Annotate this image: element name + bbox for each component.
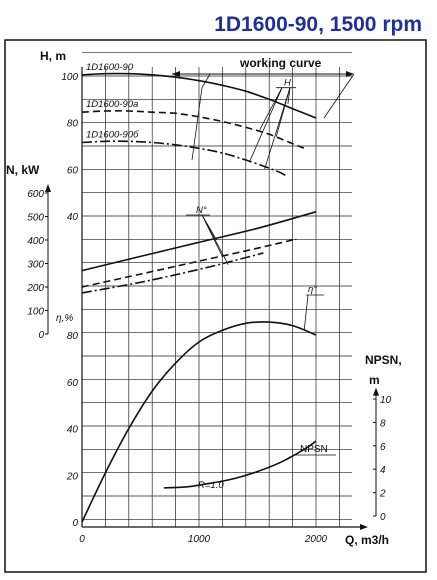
efficiency-tick-label: 80 [67,331,79,342]
series-label-2: 1D1600-90б [86,130,139,141]
head-tick-label: 80 [67,119,79,130]
head-group-label: H [284,78,291,89]
npsh-curve-label: NPSN [300,444,328,455]
working-curve-arrow-left [172,71,180,77]
working-curve-right-boundary [323,73,355,119]
head-leader-line-b-2 [264,87,291,170]
npsh-tick-label: 6 [380,442,386,453]
x-axis-label: Q, m3/h [345,533,389,547]
efficiency-axis-label: η,% [56,313,73,324]
efficiency-curve-label: η° [308,284,317,295]
npsh-axis-label-line2: m [369,373,380,387]
working-curve-label: working curve [239,56,322,70]
efficiency-tick-label: 20 [66,471,79,482]
power-axis-label: N, kW [6,163,40,177]
x-tick-label: 1000 [188,534,211,545]
power-tick-label: 600 [27,189,44,200]
npsh-tick-label: 10 [380,395,392,406]
impeller-label: R=1.0 [198,480,224,491]
power-leader-line-2 [201,214,229,265]
npsh-leader-line [286,454,295,460]
power-tick-label: 0 [38,330,44,341]
efficiency-tick-label: 0 [72,518,78,529]
chart-title: 1D1600-90, 1500 rpm [214,13,422,36]
working-curve-left-boundary [201,73,211,88]
chart-frame [4,39,427,573]
head-tick-label: 60 [67,165,79,176]
power-tick-label: 200 [26,283,44,294]
npsh-tick-label: 4 [380,465,386,476]
head-axis-label: H, m [40,49,66,63]
head-leader-line-2 [248,87,283,163]
power-tick-label: 100 [27,307,44,318]
efficiency-tick-label: 40 [67,425,79,436]
power-axis-arrow [45,183,51,192]
x-tick-label: 0 [79,534,85,545]
x-axis-arrow [360,524,368,530]
efficiency-tick-label: 60 [67,378,79,389]
grid [81,52,352,527]
annotations: 1D1600-90 1D1600-90a 1D1600-90б working cur… [86,56,355,491]
npsh-axis-arrow [373,387,379,396]
head-leader-line-1 [259,87,283,130]
npsh-tick-label: 2 [379,489,386,500]
head-tick-label: 40 [67,212,79,223]
power-group-label: N° [196,205,207,216]
series-line-efficiency-6 [81,321,317,523]
head-tick-label: 100 [61,72,78,83]
npsh-tick-label: 8 [380,418,386,429]
head-leader-line-b-0 [287,87,291,105]
npsh-axis-label-line1: NPSN, [365,353,402,367]
series-label-0: 1D1600-90 [86,62,134,73]
working-curve-left-boundary-low [191,87,203,161]
npsh-tick-label: 0 [380,512,386,523]
efficiency-leader-line [303,294,309,330]
series-line-head-2 [81,140,288,178]
power-tick-label: 400 [27,236,44,247]
x-tick-label: 2000 [304,534,328,545]
series-label-1: 1D1600-90a [86,99,138,110]
series-line-power-5 [81,252,264,294]
working-curve-arrow-right [346,71,354,77]
series-line-npsh-7 [163,440,317,489]
power-tick-label: 500 [27,213,44,224]
series-line-power-3 [81,211,317,272]
power-tick-label: 300 [27,260,44,271]
